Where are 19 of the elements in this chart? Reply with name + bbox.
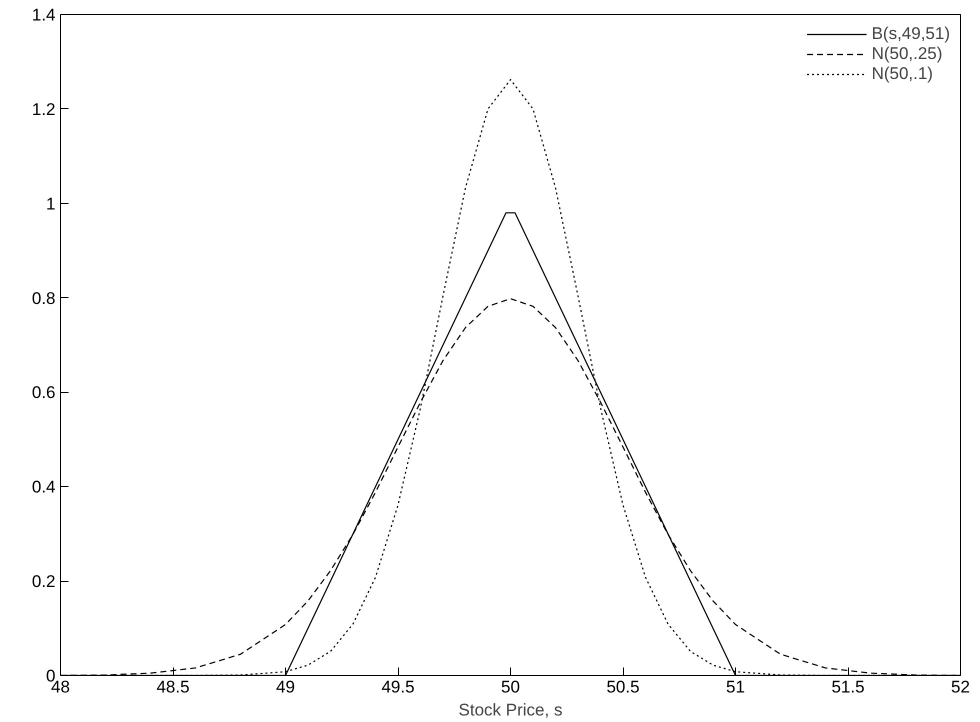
y-tick-label: 1.4: [32, 6, 56, 24]
x-tick-label: 48.5: [156, 678, 190, 696]
y-tick-label: 0.8: [32, 288, 56, 308]
y-tick-label: 0.6: [32, 383, 56, 402]
y-tick-label: 1.2: [32, 100, 56, 119]
x-tick-label: 50.5: [606, 678, 640, 696]
legend-label: B(s,49,51): [872, 24, 950, 44]
x-axis-title: Stock Price, s: [458, 700, 562, 720]
y-tick-label: 1: [46, 194, 56, 214]
legend-label: N(50,.25): [872, 44, 942, 64]
y-tick-label: 0.4: [32, 478, 56, 497]
x-tick-label: 49.5: [381, 678, 415, 696]
x-tick-label: 51.5: [831, 678, 865, 696]
y-tick-label: 0.2: [32, 572, 56, 592]
x-tick-label: 50: [501, 678, 520, 696]
x-tick-label: 49: [276, 678, 295, 696]
legend-label: N(50,.1): [872, 64, 933, 84]
x-tick-label: 51: [726, 678, 745, 696]
x-tick-label: 52: [951, 678, 970, 696]
